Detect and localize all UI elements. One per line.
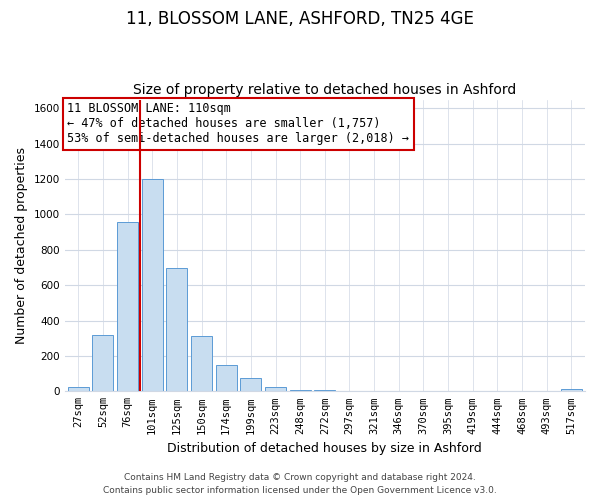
Y-axis label: Number of detached properties: Number of detached properties [15, 147, 28, 344]
Bar [142, 179, 163, 392]
Bar [290, 390, 311, 392]
Bar [68, 387, 89, 392]
Text: 11 BLOSSOM LANE: 110sqm
← 47% of detached houses are smaller (1,757)
53% of semi: 11 BLOSSOM LANE: 110sqm ← 47% of detache… [67, 102, 409, 146]
Bar [117, 222, 138, 392]
Title: Size of property relative to detached houses in Ashford: Size of property relative to detached ho… [133, 83, 517, 97]
Bar [561, 388, 582, 392]
Text: Contains HM Land Registry data © Crown copyright and database right 2024.
Contai: Contains HM Land Registry data © Crown c… [103, 474, 497, 495]
Bar [241, 378, 262, 392]
Text: 11, BLOSSOM LANE, ASHFORD, TN25 4GE: 11, BLOSSOM LANE, ASHFORD, TN25 4GE [126, 10, 474, 28]
Bar [92, 334, 113, 392]
Bar [265, 387, 286, 392]
Bar [314, 390, 335, 392]
Bar [191, 336, 212, 392]
Bar [216, 365, 236, 392]
X-axis label: Distribution of detached houses by size in Ashford: Distribution of detached houses by size … [167, 442, 482, 455]
Bar [166, 268, 187, 392]
